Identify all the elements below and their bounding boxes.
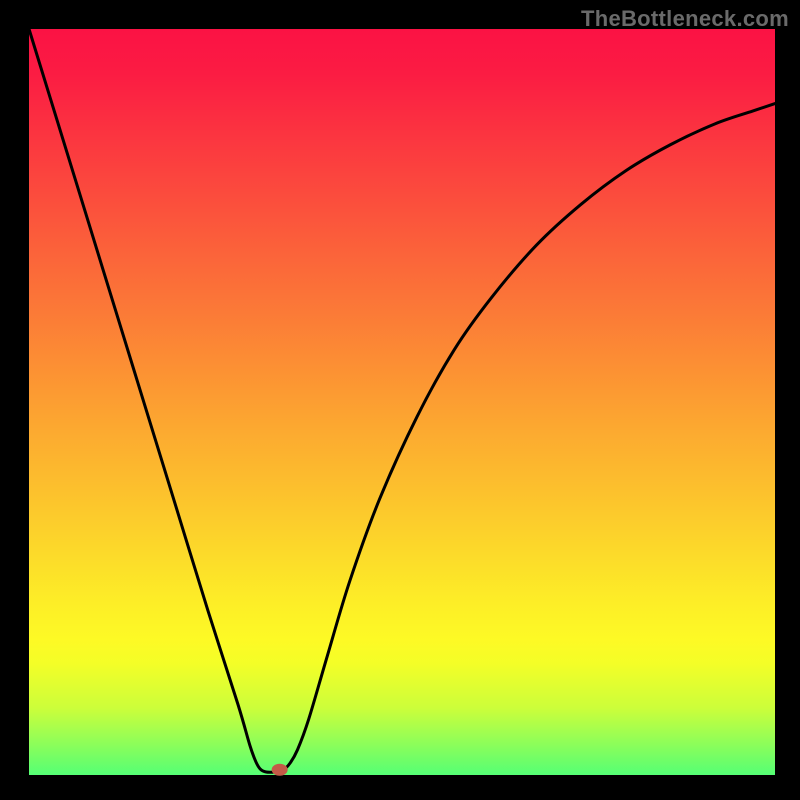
- watermark-text: TheBottleneck.com: [581, 6, 789, 32]
- bottleneck-chart: TheBottleneck.com: [0, 0, 800, 800]
- optimal-marker: [272, 764, 288, 776]
- plot-background: [29, 29, 775, 775]
- chart-svg: [0, 0, 800, 800]
